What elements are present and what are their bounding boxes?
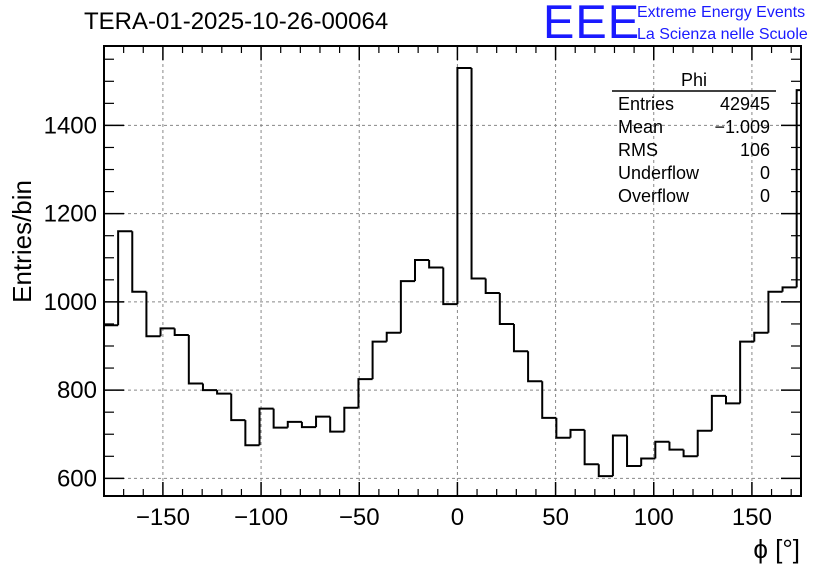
histogram-bin	[767, 290, 783, 333]
y-tick-label: 1000	[44, 289, 97, 316]
histogram-bin	[498, 293, 514, 325]
histogram-bin	[131, 231, 147, 293]
eee-logo: EEE	[543, 0, 641, 48]
histogram-bin	[300, 421, 317, 429]
histogram-bin	[668, 441, 684, 451]
histogram-bin	[626, 435, 642, 467]
y-tick-label: 800	[57, 377, 97, 404]
plot-frame	[103, 45, 802, 497]
stats-title: Phi	[680, 70, 707, 90]
y-axis-label: Entries/bin	[7, 180, 37, 303]
histogram-bin	[753, 331, 769, 342]
histogram-bin	[258, 407, 274, 446]
histogram-bin	[230, 393, 246, 422]
stats-value: 0	[759, 186, 770, 206]
histogram-bin	[484, 278, 500, 295]
histogram-bin	[710, 394, 726, 431]
histogram-bin	[201, 383, 218, 392]
histogram-bin	[244, 420, 260, 447]
histogram-bin	[117, 230, 133, 326]
histogram-bin	[597, 464, 613, 478]
histogram-bin	[611, 434, 628, 477]
x-tick-label: 50	[542, 504, 569, 531]
histogram-bin	[272, 408, 288, 429]
stats-label: RMS	[618, 140, 658, 160]
histogram-bin	[795, 89, 801, 288]
histogram-bin	[187, 334, 203, 385]
stats-label: Underflow	[618, 163, 700, 183]
histogram-bin	[654, 440, 670, 459]
histogram-bin	[739, 340, 755, 404]
histogram-bin	[315, 415, 331, 428]
x-tick-label: 100	[634, 504, 674, 531]
stats-value: 42945	[719, 94, 770, 114]
stats-label: Overflow	[618, 186, 690, 206]
y-tick-label: 1200	[44, 201, 97, 228]
histogram-bin	[159, 327, 175, 337]
histogram-bin	[343, 406, 359, 432]
histogram-bin	[724, 395, 741, 405]
histogram-series	[104, 67, 801, 478]
histogram-bin	[385, 331, 401, 342]
x-tick-label: −100	[234, 504, 288, 531]
x-tick-label: 0	[451, 504, 464, 531]
grid-lines	[104, 46, 801, 496]
histogram-bin	[173, 328, 189, 336]
x-tick-label: −50	[339, 504, 380, 531]
histogram-bin	[456, 67, 472, 305]
histogram-bin	[512, 323, 529, 353]
histogram-bin	[569, 428, 585, 438]
histogram-bin	[470, 68, 486, 280]
histogram-bin	[413, 258, 430, 282]
y-tick-label: 1400	[44, 112, 97, 139]
x-tick-label: −150	[136, 504, 190, 531]
axis-tick-labels: −150 −100 −50 0 50 100 150 600 800 1000 1200 1400	[44, 112, 772, 531]
stats-value: −1.009	[714, 117, 770, 137]
histogram-bin	[371, 340, 387, 380]
y-tick-label: 600	[57, 465, 97, 492]
axis-ticks	[103, 46, 801, 496]
histogram-bin	[216, 390, 232, 395]
histogram-bin	[399, 280, 415, 333]
x-tick-label: 150	[732, 504, 772, 531]
histogram-bin	[640, 457, 656, 466]
stats-value: 106	[739, 140, 770, 160]
histogram-bin	[555, 417, 571, 439]
histogram-bin	[583, 429, 599, 466]
logo-line-2: La Scienza nelle Scuole	[637, 26, 808, 43]
histogram-bin	[527, 351, 543, 383]
histogram-bin	[286, 420, 302, 428]
histogram-bin	[781, 286, 797, 292]
histogram-bin	[329, 416, 345, 433]
stats-label: Mean	[618, 117, 664, 137]
histogram-bin	[682, 449, 698, 458]
histogram-bin	[541, 381, 557, 419]
stats-value: 0	[759, 163, 770, 183]
histogram-bin	[442, 267, 458, 306]
x-axis-label: ϕ [°]	[753, 534, 800, 564]
histogram-bin	[357, 378, 373, 408]
logo-line-1: Extreme Energy Events	[637, 4, 806, 21]
histogram-bin	[145, 291, 161, 338]
histogram-bin	[428, 259, 444, 269]
stats-label: Entries	[618, 94, 675, 114]
histogram-bin	[696, 429, 712, 457]
chart-title: TERA-01-2025-10-26-00064	[84, 8, 389, 35]
